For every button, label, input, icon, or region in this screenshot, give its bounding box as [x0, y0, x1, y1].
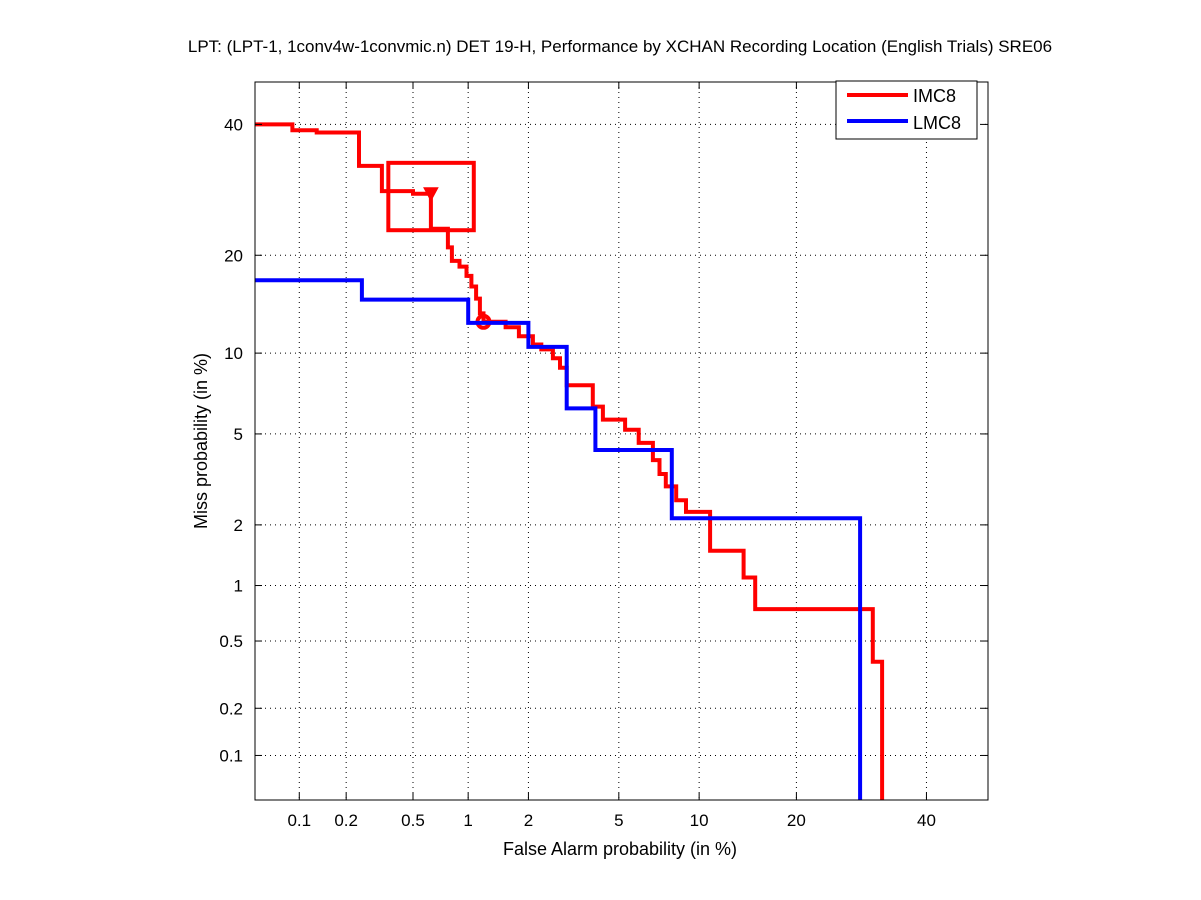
x-tick-label: 0.2 [334, 811, 358, 830]
y-tick-label: 40 [224, 115, 243, 134]
y-tick-label: 0.2 [219, 699, 243, 718]
x-tick-label: 0.5 [401, 811, 425, 830]
x-tick-label: 20 [787, 811, 806, 830]
y-tick-label: 0.1 [219, 746, 243, 765]
y-tick-label: 20 [224, 246, 243, 265]
legend: IMC8 LMC8 [835, 80, 978, 140]
min-dcf-marker [423, 187, 439, 202]
y-tick-label: 1 [234, 577, 243, 596]
chart-title: LPT: (LPT-1, 1conv4w-1convmic.n) DET 19-… [188, 37, 1052, 56]
legend-label-lmc8: LMC8 [913, 113, 961, 133]
x-tick-label: 5 [614, 811, 623, 830]
series-line-imc8 [255, 122, 885, 800]
axes-box [254, 81, 989, 801]
y-tick-label: 10 [224, 344, 243, 363]
legend-box [835, 80, 978, 140]
y-tick-label: 5 [234, 425, 243, 444]
y-tick-label: 0.5 [219, 632, 243, 651]
y-axis-ticks: 0.1 0.2 0.5 1 2 5 10 20 40 [219, 115, 988, 765]
x-tick-label: 0.1 [287, 811, 311, 830]
series-line-lmc8 [255, 278, 863, 800]
x-tick-label: 10 [690, 811, 709, 830]
x-tick-label: 2 [524, 811, 533, 830]
y-axis-label: Miss probability (in %) [191, 353, 211, 529]
confidence-box-imc8 [386, 160, 476, 233]
legend-label-imc8: IMC8 [913, 86, 956, 106]
x-axis-label: False Alarm probability (in %) [503, 839, 737, 859]
x-tick-label: 1 [463, 811, 472, 830]
plot-series [255, 122, 885, 800]
x-tick-label: 40 [917, 811, 936, 830]
y-tick-label: 2 [234, 516, 243, 535]
x-axis-ticks: 0.1 0.2 0.5 1 2 5 10 20 40 [287, 82, 936, 830]
